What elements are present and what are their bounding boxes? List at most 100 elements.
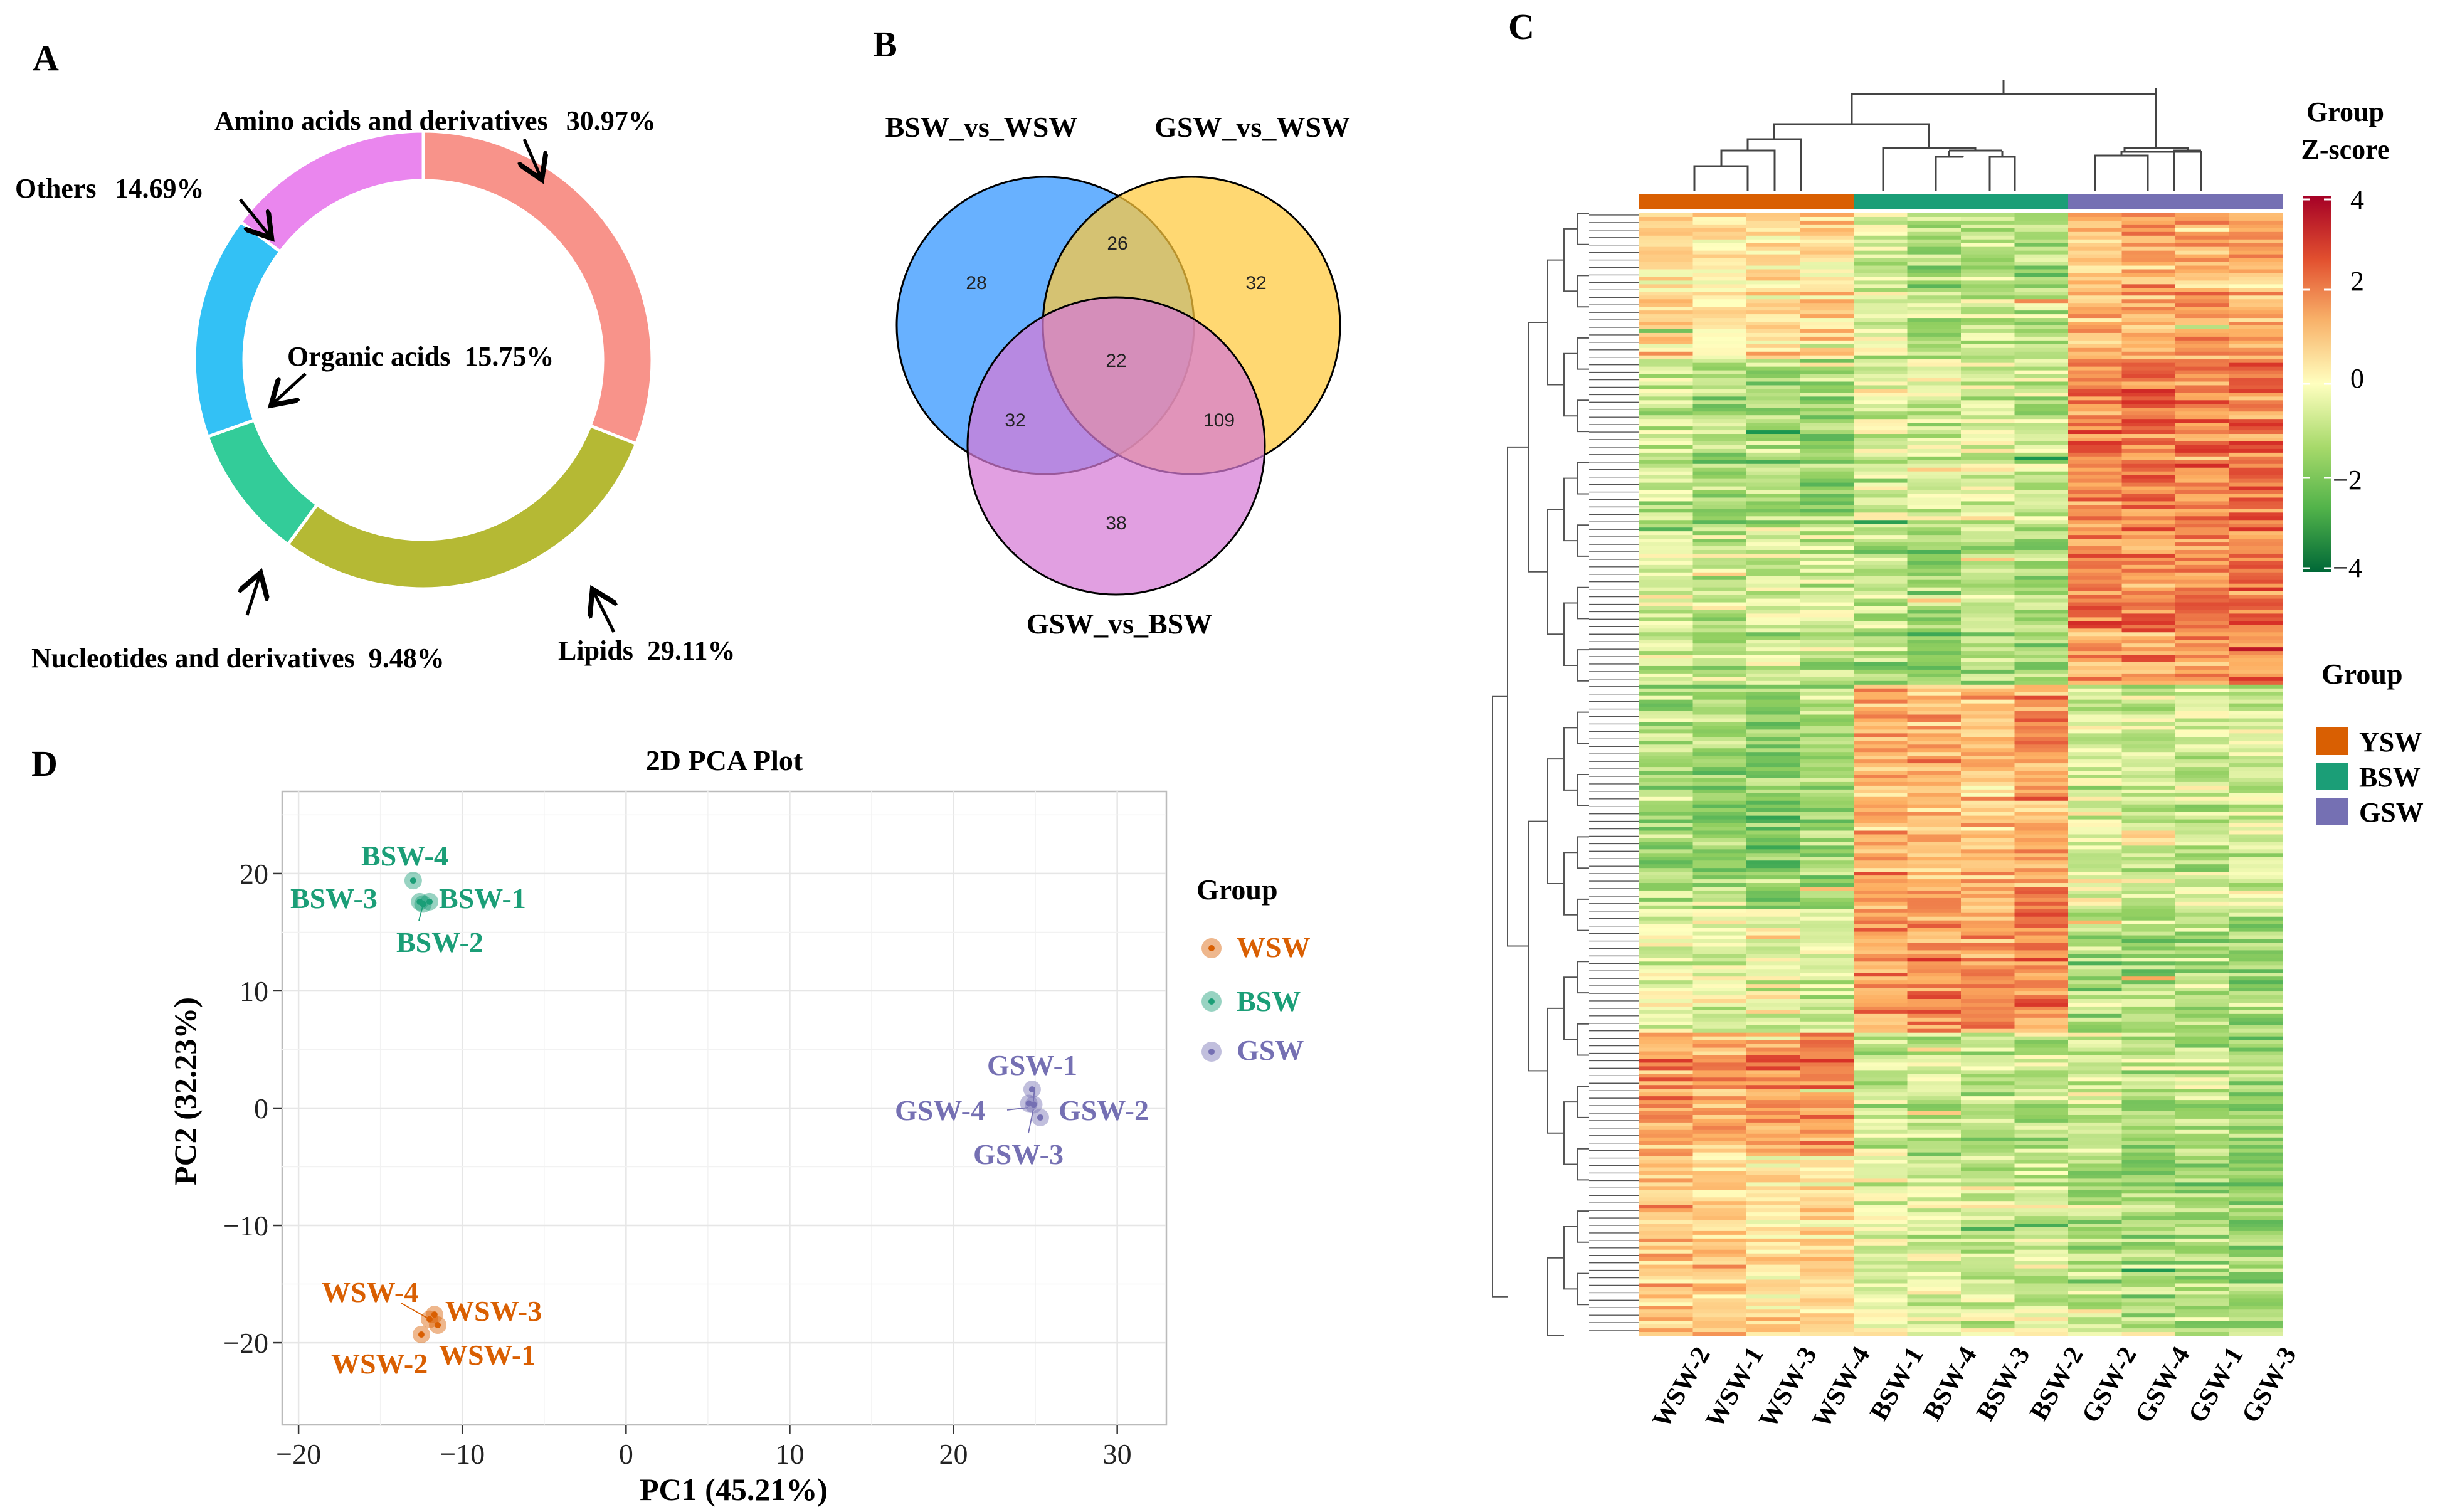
heatmap-cell [2175, 1148, 2230, 1153]
heatmap-cell [1639, 527, 1694, 532]
heatmap-cell [2068, 868, 2123, 872]
heatmap-cell [2121, 815, 2176, 820]
heatmap-cell [1907, 1306, 1962, 1310]
heatmap-cell [1800, 1175, 1854, 1179]
heatmap-cell [2121, 875, 2176, 880]
heatmap-cell [1639, 224, 1694, 229]
heatmap-cell [2121, 553, 2176, 558]
heatmap-cell [1961, 1013, 2015, 1018]
column-dendrogram [1693, 80, 2202, 191]
heatmap-cell [2121, 894, 2176, 899]
heatmap-cell [2068, 1309, 2123, 1314]
heatmap-cell [1907, 598, 1962, 603]
heatmap-cell [1854, 475, 1908, 480]
heatmap-cell [2229, 1111, 2283, 1116]
heatmap-cell [2068, 752, 2123, 756]
heatmap-cell [2068, 1156, 2123, 1161]
heatmap-cell [1854, 288, 1908, 292]
heatmap-cell [2121, 273, 2176, 278]
heatmap-cell [2229, 991, 2283, 996]
heatmap-cell [1961, 684, 2015, 689]
heatmap-cell [2121, 370, 2176, 375]
heatmap-cell [1692, 456, 1747, 461]
row-dendro-branch [1547, 758, 1564, 884]
heatmap-cell [1961, 916, 2015, 921]
heatmap-cell [1746, 460, 1801, 465]
pca-legend-dot-gsw [1208, 1049, 1215, 1055]
heatmap-cell [1907, 486, 1962, 491]
heatmap-cell [1692, 318, 1747, 322]
heatmap-cell [1961, 1238, 2015, 1243]
heatmap-cell [1692, 347, 1747, 352]
heatmap-cell [2068, 1291, 2123, 1295]
heatmap-cell [1961, 748, 2015, 753]
heatmap-cell [1692, 1100, 1747, 1104]
heatmap-cell [1639, 1208, 1694, 1213]
heatmap-cell [2175, 385, 2230, 390]
heatmap-cell [1854, 752, 1908, 756]
heatmap-cell [1692, 329, 1747, 334]
heatmap-cell [1639, 1216, 1694, 1220]
heatmap-cell [2229, 1328, 2283, 1333]
panel-a: A Amino acids and derivatives 30.97% Oth… [15, 38, 735, 674]
heatmap-cell [1854, 1044, 1908, 1049]
heatmap-cell [2014, 823, 2069, 828]
heatmap-cell [1746, 819, 1801, 824]
heatmap-cell [2014, 636, 2069, 640]
heatmap-cell [1746, 1201, 1801, 1205]
heatmap-cell [1854, 976, 1908, 981]
heatmap-cell [2175, 1294, 2230, 1299]
heatmap-cell [2175, 756, 2230, 760]
heatmap-cell [1746, 924, 1801, 929]
heatmap-cell [2121, 1230, 2176, 1235]
heatmap-cell [2229, 471, 2283, 476]
heatmap-cell [2121, 860, 2176, 865]
heatmap-cell [1907, 688, 1962, 693]
heatmap-cell [1961, 539, 2015, 543]
heatmap-cell [1800, 1279, 1854, 1284]
heatmap-cell [1907, 1156, 1962, 1161]
heatmap-cell [1800, 246, 1854, 251]
heatmap-cell [1639, 1062, 1694, 1067]
heatmap-cell [2068, 651, 2123, 655]
pca-grid [282, 791, 1166, 1425]
heatmap-cell [1854, 834, 1908, 839]
heatmap-cell [2229, 1114, 2283, 1119]
heatmap-cell [1639, 467, 1694, 472]
heatmap-cell [2229, 1268, 2283, 1273]
heatmap-cell [2068, 1021, 2123, 1026]
heatmap-cell [2175, 243, 2230, 248]
heatmap-cell [1800, 478, 1854, 484]
heatmap-cell [1639, 1264, 1694, 1269]
heatmap-cell [2175, 665, 2230, 670]
heatmap-cell [2068, 539, 2123, 543]
heatmap-cell [1961, 471, 2015, 476]
heatmap-cell [2175, 568, 2230, 573]
heatmap-cell [2121, 785, 2176, 790]
heatmap-cell [2014, 467, 2069, 472]
heatmap-cell [2068, 1272, 2123, 1277]
heatmap-cell [1746, 1268, 1801, 1273]
heatmap-cell [2014, 673, 2069, 678]
heatmap-cell [2121, 482, 2176, 487]
heatmap-cell [2121, 1324, 2176, 1329]
heatmap-cell [1907, 583, 1962, 588]
heatmap-cell [2175, 505, 2230, 509]
heatmap-cell [1746, 733, 1801, 737]
heatmap-cell [1907, 1332, 1962, 1336]
heatmap-cell [1800, 680, 1854, 685]
heatmap-cell [2229, 448, 2283, 453]
heatmap-cell [2229, 636, 2283, 640]
heatmap-cell [2229, 347, 2283, 352]
heatmap-cell [2121, 864, 2176, 869]
heatmap-cell [2229, 707, 2283, 712]
heatmap-cell [1854, 1010, 1908, 1015]
heatmap-cell [1746, 1253, 1801, 1258]
heatmap-cell [2121, 250, 2176, 255]
heatmap-cell [2175, 542, 2230, 547]
heatmap-cell [2014, 722, 2069, 727]
heatmap-cell [1907, 680, 1962, 685]
heatmap-cell [1639, 961, 1694, 966]
heatmap-cell [2121, 778, 2176, 783]
heatmap-cell [2229, 819, 2283, 824]
